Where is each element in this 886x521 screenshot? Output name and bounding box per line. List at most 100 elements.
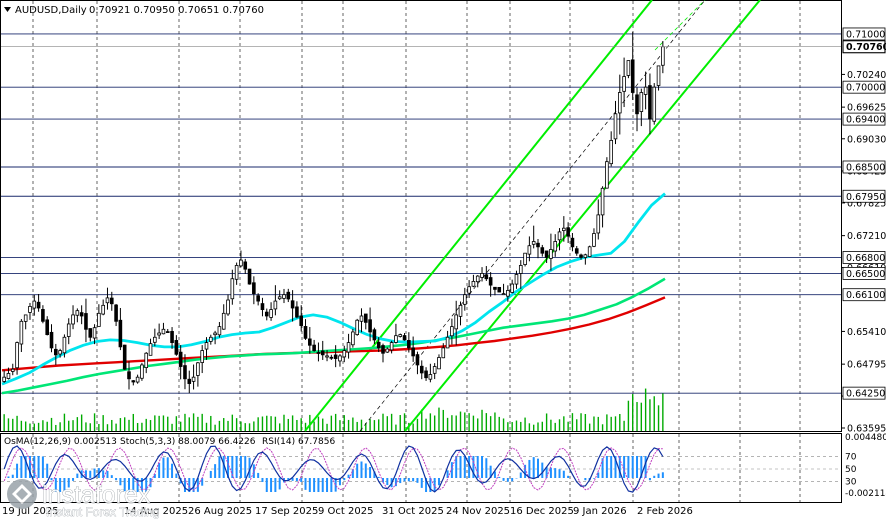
candle-body-143 — [617, 92, 622, 114]
candle-body-72 — [312, 344, 316, 351]
candle-body-98 — [424, 370, 428, 379]
candle-body-20 — [88, 328, 93, 338]
candle-body-120 — [518, 265, 523, 274]
candle-body-76 — [329, 356, 334, 359]
candle-body-48 — [209, 336, 213, 342]
candle-body-79 — [342, 350, 347, 358]
candle-body-153 — [661, 46, 665, 66]
ema-cyan-line — [1, 192, 666, 386]
candle-body-81 — [351, 331, 355, 346]
candle-body-132 — [570, 237, 575, 248]
candle-body-113 — [488, 277, 493, 286]
osma-label: OsMA(12,26,9) 0.002513 — [4, 437, 117, 447]
candle-body-29 — [127, 371, 131, 380]
collapse-triangle-icon[interactable] — [4, 7, 11, 12]
candle-body-151 — [652, 86, 657, 122]
level-label-2: 0.69400 — [846, 115, 885, 126]
candle-body-87 — [376, 341, 381, 349]
ind-axis-label-1: 70 — [845, 453, 857, 463]
candle-body-93 — [402, 335, 407, 341]
candle-body-115 — [497, 287, 502, 293]
candle-body-44 — [191, 376, 196, 382]
candle-body-94 — [407, 339, 411, 349]
candle-body-59 — [256, 295, 260, 302]
ind-axis-label-0: 0.004480 — [845, 433, 886, 443]
candle-body-8 — [36, 301, 41, 309]
candle-body-86 — [372, 329, 377, 341]
candle-body-149 — [643, 86, 648, 95]
y-tick-label-4: 0.67825 — [847, 198, 886, 209]
candle-body-14 — [62, 336, 67, 354]
level-label-box-7 — [842, 288, 886, 302]
candle-body-66 — [286, 291, 291, 300]
y-tick-label-8: 0.64795 — [847, 360, 886, 371]
x-tick-label-4: 9 Oct 2025 — [318, 506, 373, 517]
candle-body-61 — [264, 311, 269, 317]
candle-body-3 — [15, 342, 19, 369]
x-tick-label-8: 9 Jan 2026 — [573, 506, 627, 517]
x-tick-label-0: 19 Jul 2025 — [2, 506, 59, 517]
candle-body-134 — [579, 254, 583, 258]
candle-body-74 — [320, 350, 325, 356]
x-tick-label-2: 26 Aug 2025 — [188, 506, 252, 517]
candle-body-33 — [144, 352, 149, 368]
candle-body-111 — [480, 273, 484, 278]
candle-body-0 — [2, 376, 6, 382]
candle-body-71 — [308, 338, 312, 346]
stoch-signal-line — [3, 447, 663, 491]
horizontal-levels — [1, 33, 841, 394]
candle-body-27 — [118, 319, 123, 348]
candle-body-6 — [28, 306, 32, 313]
candle-body-5 — [23, 314, 28, 322]
candle-body-146 — [630, 59, 635, 93]
candle-body-82 — [355, 319, 359, 335]
y-tick-label-5: 0.67210 — [847, 231, 886, 242]
indicator-pane-frame — [0, 433, 842, 503]
candle-body-85 — [368, 319, 372, 333]
candle-body-2 — [10, 368, 15, 372]
candle-body-69 — [299, 315, 304, 326]
level-label-0: 0.71000 — [846, 29, 885, 40]
level-label-box-0 — [842, 27, 886, 41]
level-label-7: 0.66100 — [846, 290, 885, 301]
candle-body-54 — [234, 265, 239, 280]
candle-body-78 — [338, 355, 342, 362]
candle-body-7 — [32, 300, 37, 309]
y-tick-label-0: 0.70240 — [847, 70, 886, 81]
candle-body-140 — [605, 161, 609, 189]
candle-body-30 — [131, 380, 136, 383]
candle-body-50 — [217, 326, 222, 336]
level-label-4: 0.67950 — [846, 192, 885, 203]
candle-body-19 — [84, 313, 88, 330]
candle-body-62 — [269, 309, 273, 318]
level-label-box-6 — [842, 267, 886, 280]
candle-body-117 — [506, 290, 510, 297]
candle-body-125 — [540, 247, 545, 254]
candle-body-10 — [45, 319, 50, 336]
candle-body-47 — [204, 342, 209, 350]
candle-body-17 — [75, 310, 80, 316]
y-tick-label-2: 0.69030 — [847, 134, 886, 145]
level-label-box-5 — [842, 251, 886, 264]
candle-body-26 — [114, 304, 118, 322]
candle-body-92 — [398, 334, 403, 337]
candle-body-73 — [316, 352, 321, 354]
candle-body-52 — [226, 299, 230, 315]
y-tick-label-7: 0.65410 — [847, 327, 886, 338]
y-tick-label-10: 0.63595 — [847, 424, 886, 435]
candle-body-41 — [178, 351, 183, 367]
candle-body-51 — [221, 312, 226, 330]
candle-body-4 — [19, 320, 24, 345]
candle-body-108 — [467, 286, 471, 294]
rsi-label: RSI(14) 67.7856 — [262, 437, 335, 447]
candle-body-100 — [432, 366, 437, 374]
candle-body-80 — [346, 342, 351, 353]
candle-body-147 — [635, 94, 639, 115]
level-label-1: 0.70000 — [846, 83, 885, 94]
candle-body-106 — [458, 304, 463, 317]
level-label-3: 0.68500 — [846, 162, 885, 173]
candle-body-67 — [290, 300, 295, 309]
candle-body-43 — [187, 378, 192, 384]
candle-body-150 — [648, 85, 652, 120]
